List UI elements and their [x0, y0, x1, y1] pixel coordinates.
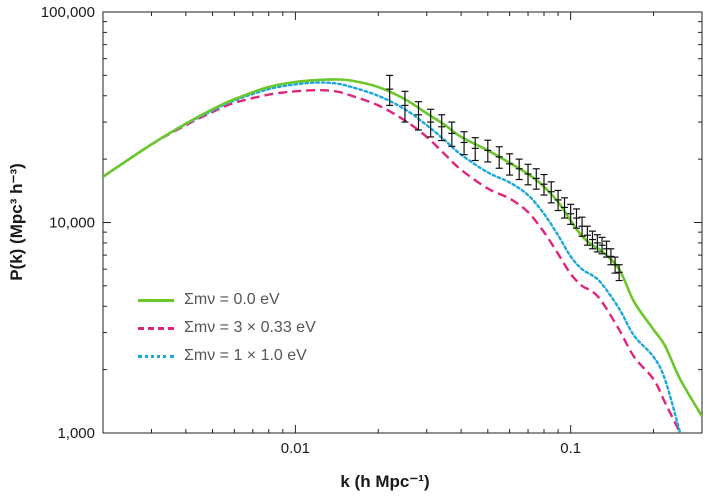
legend-swatch-dashed	[138, 326, 174, 330]
y-tick-label: 1,000	[57, 425, 95, 442]
x-tick-label: 0.1	[560, 440, 581, 457]
legend-label: Σmν = 1 × 1.0 eV	[184, 347, 307, 364]
y-axis-title: P(k) (Mpc³ h⁻³)	[7, 163, 26, 281]
legend-item-2: Σmν = 1 × 1.0 eV	[138, 342, 378, 370]
legend-swatch-solid	[138, 298, 174, 302]
legend-item-1: Σmν = 3 × 0.33 eV	[138, 314, 378, 342]
y-tick-label: 100,000	[41, 4, 95, 21]
legend: Σmν = 0.0 eV Σmν = 3 × 0.33 eV Σmν = 1 ×…	[138, 286, 378, 370]
legend-label: Σmν = 0.0 eV	[184, 291, 280, 308]
x-axis-title: k (h Mpc⁻¹)	[340, 472, 429, 491]
legend-swatch-dotted	[138, 354, 174, 358]
error-bars	[386, 74, 623, 282]
legend-item-0: Σmν = 0.0 eV	[138, 286, 378, 314]
y-tick-label: 10,000	[49, 215, 95, 232]
axis-ticks	[102, 11, 702, 434]
series-line-dashed	[103, 89, 682, 433]
x-tick-label: 0.01	[281, 440, 310, 457]
series-line-solid	[103, 78, 702, 417]
series-line-dotted	[103, 81, 682, 433]
legend-label: Σmν = 3 × 0.33 eV	[184, 319, 316, 336]
axis-tick-labels: 0.01 0.1 100,000 10,000 1,000	[41, 4, 581, 457]
